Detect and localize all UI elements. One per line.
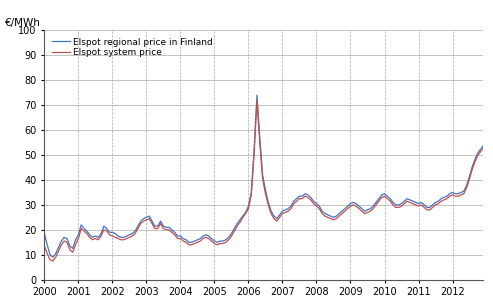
Elspot regional price in Finland (50, 255, 56, 259)
Line: Elspot regional price in Finland: Elspot regional price in Finland (44, 48, 493, 257)
Elspot system price (382, 194, 387, 198)
Elspot regional price in Finland (257, 136, 263, 140)
Elspot system price (260, 177, 266, 181)
Elspot system price (92, 237, 98, 240)
Legend: Elspot regional price in Finland, Elspot system price: Elspot regional price in Finland, Elspot… (49, 35, 216, 60)
Elspot regional price in Finland (92, 234, 98, 238)
Elspot system price (41, 244, 47, 248)
Line: Elspot system price: Elspot system price (44, 75, 493, 261)
Text: €/MWh: €/MWh (5, 18, 41, 28)
Elspot regional price in Finland (41, 232, 47, 235)
Elspot regional price in Finland (382, 192, 387, 195)
Elspot system price (50, 259, 56, 263)
Elspot system price (257, 141, 263, 144)
Elspot regional price in Finland (260, 173, 266, 177)
